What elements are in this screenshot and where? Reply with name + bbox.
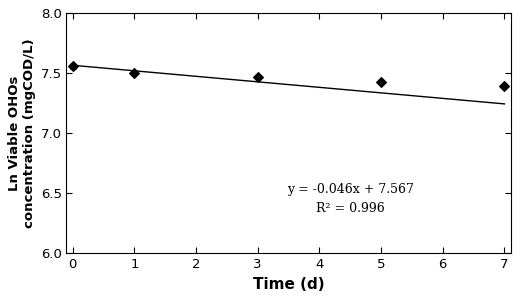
Y-axis label: Ln Viable OHOs
concentration (mgCOD/L): Ln Viable OHOs concentration (mgCOD/L) (8, 38, 36, 228)
X-axis label: Time (d): Time (d) (253, 277, 324, 292)
Text: y = -0.046x + 7.567
R² = 0.996: y = -0.046x + 7.567 R² = 0.996 (287, 183, 414, 215)
